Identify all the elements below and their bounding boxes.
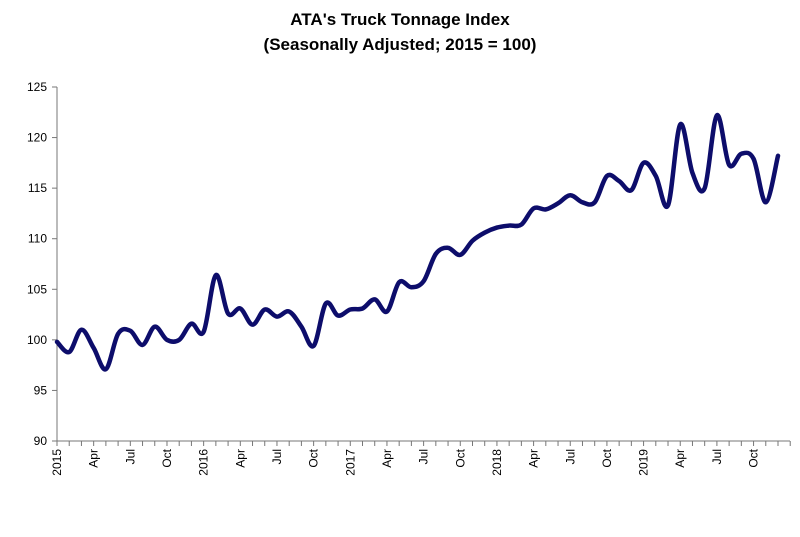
x-tick-label: Apr (87, 449, 101, 468)
y-tick-label: 120 (27, 131, 47, 145)
x-tick-label: Jul (710, 449, 724, 464)
y-tick-label: 90 (34, 434, 48, 448)
x-tick-label: Jul (270, 449, 284, 464)
y-tick-label: 110 (28, 232, 47, 246)
x-tick-label: Apr (233, 449, 247, 468)
x-tick-label: Jul (417, 449, 431, 464)
x-tick-label: 2018 (490, 449, 504, 476)
chart-subtitle: (Seasonally Adjusted; 2015 = 100) (264, 35, 537, 54)
x-tick-label: 2016 (197, 449, 211, 476)
x-tick-label: 2019 (637, 449, 651, 476)
y-tick-label: 125 (27, 80, 47, 94)
x-tick-label: Oct (600, 448, 614, 467)
y-tick-label: 115 (28, 181, 47, 195)
x-tick-label: Jul (563, 449, 577, 464)
x-tick-label: Apr (527, 449, 541, 468)
x-tick-label: Oct (453, 448, 467, 467)
chart-title: ATA's Truck Tonnage Index (290, 10, 510, 29)
x-tick-label: Jul (123, 449, 137, 464)
y-tick-label: 100 (27, 333, 47, 347)
x-tick-label: Apr (380, 449, 394, 468)
x-tick-label: Oct (160, 448, 174, 467)
x-tick-label: Apr (673, 449, 687, 468)
y-tick-label: 95 (34, 383, 48, 397)
x-tick-label: 2017 (343, 449, 357, 476)
x-tick-label: 2015 (50, 449, 64, 476)
y-tick-label: 105 (27, 282, 47, 296)
x-tick-label: Oct (747, 448, 761, 467)
x-tick-label: Oct (307, 448, 321, 467)
series-line (57, 115, 778, 369)
